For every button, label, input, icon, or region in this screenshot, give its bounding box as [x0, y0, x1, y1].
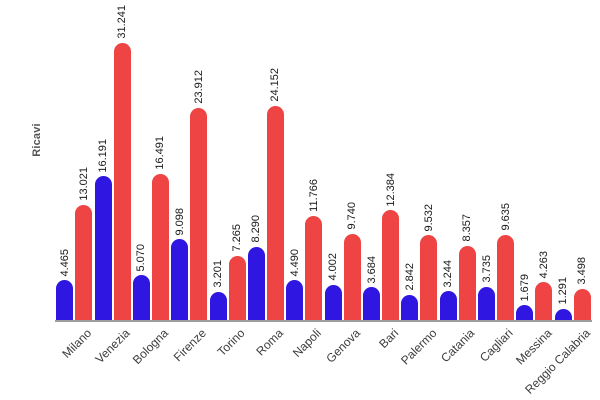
value-label: 3.201 [212, 260, 225, 288]
category-label: Firenze [170, 326, 210, 365]
value-label: 12.384 [384, 172, 397, 207]
value-label: 9.532 [422, 203, 435, 232]
bar-group: 1.291 3.498 Reggio Calabria [522, 43, 593, 396]
bar-series-blue: 3.201 [209, 260, 227, 320]
bar-group: 3.735 9.635 Cagliari [477, 43, 516, 365]
category-label: Roma [253, 326, 286, 359]
value-label: 8.290 [250, 214, 263, 243]
bar-group: 2.842 9.532 Palermo [398, 43, 439, 368]
bar-chart: 4.465 13.021 Milano 16.191 31.241 Venezia 5.07… [55, 5, 593, 397]
bar-series-blue: 16.191 [94, 139, 112, 320]
bar-group: 8.290 24.152 Roma [247, 43, 286, 359]
value-label: 16.191 [97, 138, 110, 173]
bar-series-blue: 3.244 [439, 260, 457, 320]
y-axis-title: Ricavi [31, 123, 43, 157]
bar-series-blue: 4.465 [56, 249, 74, 320]
bar-group: 16.191 31.241 Venezia [92, 5, 132, 366]
bar-series-red: 23.912 [190, 70, 208, 320]
category-label: Catania [438, 326, 478, 366]
bar-group: 5.070 16.491 Bologna [130, 43, 171, 367]
bar-group: 3.244 8.357 Catania [439, 43, 478, 365]
bar-group: 9.098 23.912 Firenze [170, 43, 209, 364]
bar-group: 3.201 7.265 Torino [208, 43, 248, 359]
bar-series-red: 31.241 [113, 5, 131, 320]
value-label: 3.498 [576, 257, 589, 285]
value-label: 9.635 [499, 203, 512, 231]
value-label: 4.490 [288, 248, 301, 277]
value-label: 1.291 [557, 277, 570, 305]
bar-series-red: 9.635 [497, 203, 515, 320]
category-label: Napoli [290, 326, 325, 360]
bar-series-red: 12.384 [382, 173, 400, 320]
value-label: 7.265 [231, 224, 244, 252]
bar-group: 4.002 9.740 Genova [323, 43, 363, 366]
bar-series-blue: 3.735 [478, 255, 496, 320]
category-label: Torino [214, 326, 248, 360]
category-label: Venezia [92, 326, 133, 367]
bar-series-blue: 1.291 [554, 277, 572, 320]
value-label: 8.357 [461, 214, 474, 242]
category-label: Cagliari [477, 326, 517, 365]
bar-series-blue: 3.684 [363, 256, 381, 320]
bar-series-red: 9.740 [343, 202, 361, 320]
bar-series-blue: 8.290 [247, 215, 265, 320]
value-label: 13.021 [77, 166, 90, 201]
value-label: 9.740 [346, 202, 359, 230]
value-label: 4.263 [537, 250, 550, 279]
bar-series-blue: 4.490 [286, 249, 304, 320]
bar-series-blue: 9.098 [171, 208, 189, 320]
value-label: 3.684 [365, 255, 378, 284]
bar-group: 3.684 12.384 Bari [362, 43, 401, 351]
bar-series-red: 9.532 [420, 204, 438, 320]
bar-series-red: 3.498 [573, 257, 591, 320]
bar-series-red: 7.265 [228, 224, 246, 320]
bar-series-red: 11.766 [305, 179, 323, 320]
value-label: 5.070 [135, 243, 148, 272]
bar-group: 4.490 11.766 Napoli [285, 43, 324, 360]
value-label: 4.002 [327, 253, 340, 281]
value-label: 11.766 [307, 178, 320, 212]
bar-series-blue: 5.070 [132, 244, 150, 320]
category-label: Genova [322, 326, 363, 366]
value-label: 24.152 [269, 68, 282, 102]
bar-series-red: 13.021 [75, 167, 93, 320]
bar-group: 1.679 4.263 Messina [513, 43, 554, 368]
value-label: 2.842 [403, 263, 416, 291]
value-label: 3.735 [480, 255, 493, 283]
bar-series-red: 24.152 [266, 68, 284, 320]
bar-series-red: 4.263 [535, 251, 553, 320]
value-label: 31.241 [116, 5, 129, 39]
category-label: Palermo [397, 326, 440, 368]
bar-series-red: 16.491 [151, 136, 169, 320]
value-label: 3.244 [442, 259, 455, 288]
value-label: 4.465 [58, 248, 71, 277]
value-label: 9.098 [173, 207, 186, 236]
value-label: 23.912 [192, 70, 205, 104]
category-label: Milano [59, 326, 95, 361]
bar-series-blue: 4.002 [324, 253, 342, 320]
category-label: Bari [375, 326, 401, 351]
bar-series-red: 8.357 [458, 214, 476, 320]
value-label: 1.679 [518, 273, 531, 302]
bar-series-blue: 1.679 [516, 274, 534, 320]
category-label: Bologna [129, 326, 171, 368]
value-label: 16.491 [154, 136, 167, 170]
bar-group: 4.465 13.021 Milano [55, 43, 94, 361]
bar-series-blue: 2.842 [401, 263, 419, 320]
